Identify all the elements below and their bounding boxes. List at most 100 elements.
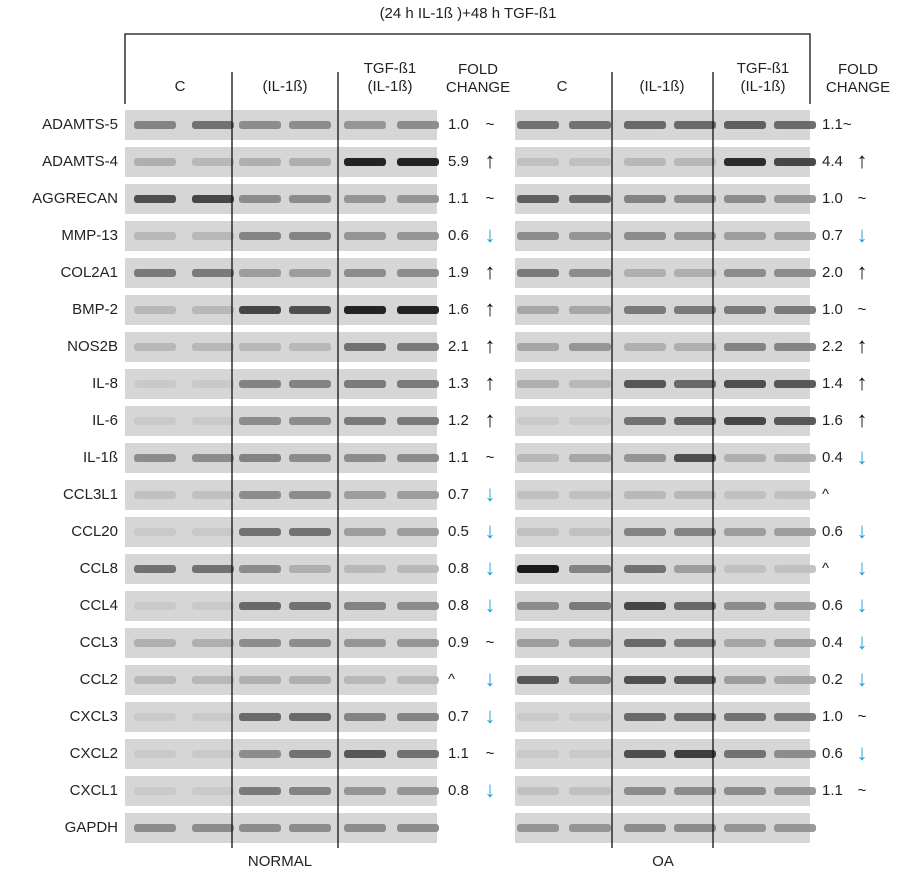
band (624, 232, 666, 240)
fold-value: 0.2 (822, 671, 843, 688)
band (517, 417, 559, 425)
band (289, 232, 331, 240)
band (239, 713, 281, 721)
gene-label: IL-6 (92, 412, 118, 429)
band (774, 824, 816, 832)
band (344, 528, 386, 536)
band (517, 343, 559, 351)
fold-sign: ~ (858, 301, 867, 318)
fold-sign: ↓ (857, 444, 868, 469)
band (192, 121, 234, 129)
fold-sign: ↓ (485, 592, 496, 617)
fold-sign: ↓ (857, 222, 868, 247)
fold-sign: ↓ (485, 481, 496, 506)
band (397, 158, 439, 166)
band (134, 787, 176, 795)
band (517, 158, 559, 166)
fold-sign: ↓ (857, 666, 868, 691)
band (774, 380, 816, 388)
gene-label: CCL3L1 (63, 486, 118, 503)
panel-label: OA (652, 853, 674, 870)
band (774, 491, 816, 499)
band (624, 713, 666, 721)
fold-value: ^ (448, 671, 455, 688)
band (724, 380, 766, 388)
band (192, 750, 234, 758)
fold-value: 1.1 (448, 745, 469, 762)
band (344, 639, 386, 647)
band (397, 269, 439, 277)
band (774, 676, 816, 684)
band (344, 713, 386, 721)
band (344, 750, 386, 758)
band (774, 343, 816, 351)
band (134, 565, 176, 573)
band (344, 454, 386, 462)
band (774, 417, 816, 425)
band (289, 454, 331, 462)
band (774, 269, 816, 277)
column-label: (IL-1ß) (640, 78, 685, 95)
fold-sign: ↑ (485, 370, 496, 395)
band (192, 676, 234, 684)
band (674, 565, 716, 573)
column-label: (IL-1ß) (368, 78, 413, 95)
band (624, 676, 666, 684)
band (134, 602, 176, 610)
band (624, 491, 666, 499)
band (192, 602, 234, 610)
band (344, 158, 386, 166)
band (569, 343, 611, 351)
band (397, 750, 439, 758)
gene-label: GAPDH (65, 819, 118, 836)
fold-value: 0.9 (448, 634, 469, 651)
fold-value: 1.0 (822, 190, 843, 207)
fold-sign: ↓ (485, 222, 496, 247)
band (517, 306, 559, 314)
band (239, 269, 281, 277)
band (289, 565, 331, 573)
fold-sign: ↓ (485, 777, 496, 802)
band (289, 306, 331, 314)
band (134, 824, 176, 832)
fold-sign: ↓ (485, 518, 496, 543)
fold-value: 0.8 (448, 782, 469, 799)
band (134, 232, 176, 240)
fold-sign: ↑ (485, 296, 496, 321)
band (569, 602, 611, 610)
band (774, 232, 816, 240)
band (624, 343, 666, 351)
fold-value: ^ (822, 560, 829, 577)
band (774, 565, 816, 573)
column-label: TGF-ß1 (364, 60, 417, 77)
gene-label: AGGRECAN (32, 190, 118, 207)
fold-sign: ↓ (857, 518, 868, 543)
band (724, 306, 766, 314)
band (397, 528, 439, 536)
fold-header: CHANGE (826, 79, 890, 96)
fold-value: 0.6 (822, 745, 843, 762)
band (134, 491, 176, 499)
band (774, 121, 816, 129)
band (134, 158, 176, 166)
band (192, 158, 234, 166)
band (674, 343, 716, 351)
band (134, 195, 176, 203)
fold-value: ^ (822, 486, 829, 503)
band (192, 565, 234, 573)
band (289, 343, 331, 351)
fold-value: 0.7 (822, 227, 843, 244)
band (344, 121, 386, 129)
band (397, 454, 439, 462)
fold-value: 0.8 (448, 597, 469, 614)
band (397, 232, 439, 240)
band (239, 750, 281, 758)
band (239, 380, 281, 388)
fold-sign: ↑ (857, 370, 868, 395)
band (239, 528, 281, 536)
band (569, 306, 611, 314)
band (192, 528, 234, 536)
fold-sign: ↑ (485, 333, 496, 358)
band (569, 121, 611, 129)
band (134, 306, 176, 314)
